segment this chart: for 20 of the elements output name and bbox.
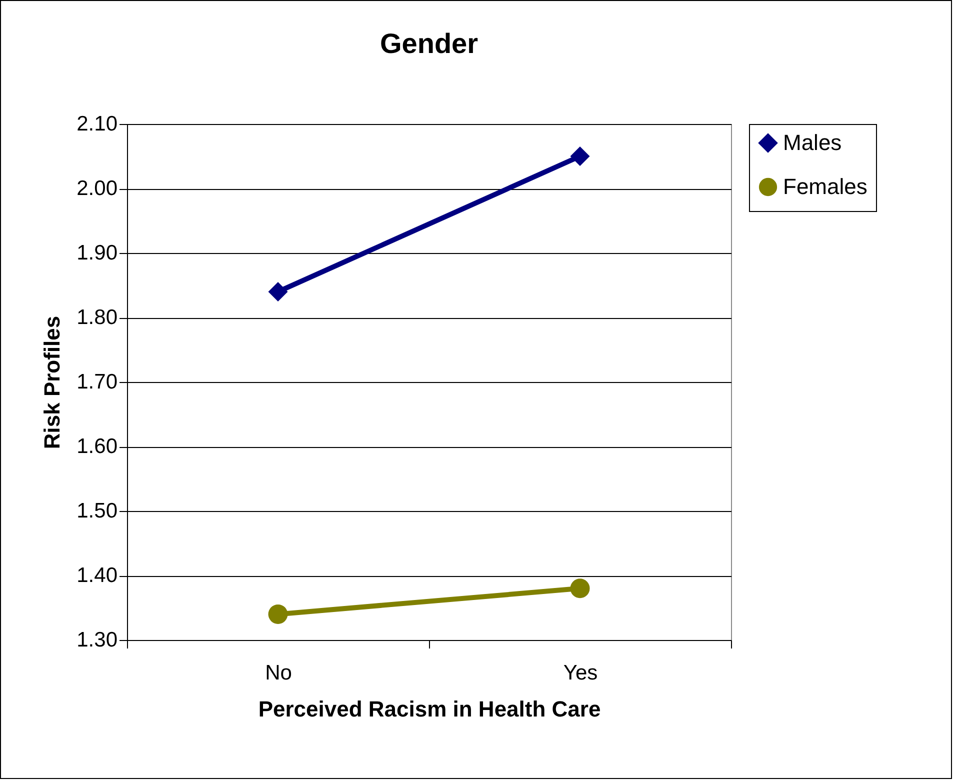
y-tick-label: 1.80	[76, 306, 118, 329]
y-axis-title: Risk Profiles	[40, 316, 65, 450]
point	[570, 578, 590, 598]
y-tick-label: 1.70	[76, 370, 118, 394]
x-tick-label: No	[265, 662, 292, 684]
point	[268, 282, 288, 302]
point	[268, 604, 288, 624]
point	[570, 146, 590, 166]
legend-label: Females	[783, 174, 868, 199]
chart-title: Gender	[380, 28, 478, 59]
y-tick-label: 1.30	[76, 628, 118, 652]
legend-label: Males	[783, 130, 842, 155]
y-tick-label: 1.60	[76, 435, 118, 458]
y-tick-label: 2.10	[76, 112, 118, 136]
y-tick-label: 2.00	[76, 177, 118, 200]
y-tick-label: 1.40	[76, 564, 118, 587]
y-tick-label: 1.90	[76, 242, 118, 264]
y-tick-label: 1.50	[76, 500, 118, 522]
x-tick-label: Yes	[563, 662, 598, 684]
x-axis-title: Perceived Racism in Health Care	[258, 696, 601, 722]
